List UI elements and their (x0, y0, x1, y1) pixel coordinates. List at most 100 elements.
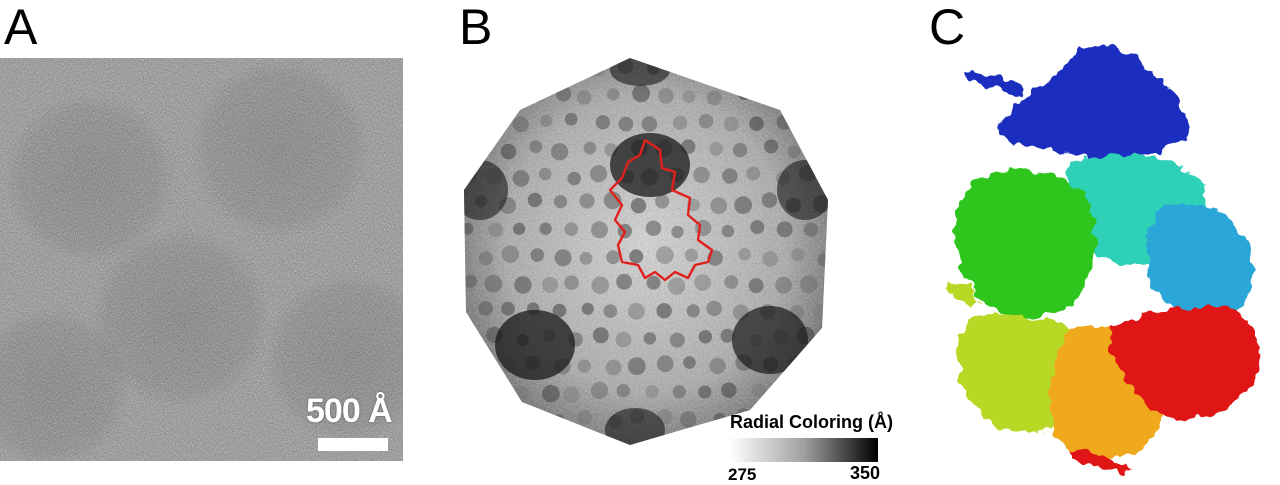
capsomer (632, 84, 650, 103)
capsomer (724, 275, 739, 289)
capsomer (616, 383, 630, 398)
capsomer (501, 245, 519, 263)
vertex-dark (610, 133, 690, 197)
capsomer (698, 113, 714, 129)
capsomer (491, 58, 506, 73)
capsomer (513, 222, 526, 235)
capsomer (799, 387, 814, 402)
subunit-image (945, 44, 1261, 476)
capsomer (645, 384, 659, 399)
vertex-dark (464, 160, 508, 220)
capsomer (684, 248, 698, 262)
capsomer (579, 252, 593, 265)
capsomer (464, 112, 477, 127)
capsomer (530, 248, 545, 262)
subunit-green (954, 169, 1095, 317)
capsomer (501, 87, 515, 101)
capsomer (603, 191, 622, 210)
capsomer (629, 249, 644, 264)
capsomer (606, 250, 620, 265)
capsomer (667, 277, 686, 295)
capsomer (815, 144, 828, 160)
capsomer (761, 192, 778, 208)
capsomer (655, 194, 670, 209)
legend-max-label: 350 (850, 463, 881, 483)
capsomer (669, 332, 685, 348)
capsomer (583, 141, 597, 155)
subunit-blue-strand (965, 71, 1025, 98)
virus-particle (0, 308, 130, 461)
capsomer (590, 63, 604, 77)
capsomer (809, 357, 827, 375)
capsomer (564, 222, 579, 236)
capsomer (513, 386, 530, 403)
capsomer (542, 384, 560, 403)
virus-particle (90, 228, 270, 408)
capsomer (581, 302, 594, 315)
capsomer (801, 116, 817, 131)
capsomer (554, 249, 572, 267)
capsomer (529, 410, 545, 426)
capsomer (539, 222, 552, 235)
capsomer (540, 114, 553, 127)
capsomer (579, 193, 595, 209)
capsomer (491, 116, 506, 131)
capsomer (577, 90, 592, 105)
capsomer (723, 116, 739, 132)
capsomer (554, 195, 568, 209)
capsomer (477, 355, 492, 370)
capsomer (746, 166, 761, 181)
capsomer (696, 59, 714, 78)
capsomer (698, 330, 712, 344)
capsomer (464, 222, 474, 235)
capsomer (672, 385, 686, 399)
capsomer (484, 274, 503, 293)
capsomer (811, 90, 827, 106)
capsomer (464, 274, 477, 288)
capsomer (607, 88, 620, 101)
panel-label-a: A (4, 0, 38, 55)
capsomer (713, 413, 727, 426)
legend-color-bar (730, 438, 878, 462)
asymmetric-unit-outline (608, 139, 714, 282)
capsomer (658, 88, 674, 104)
capsomer (787, 145, 801, 159)
capsomer (683, 356, 696, 369)
capsomer (671, 225, 684, 239)
capsomer (591, 221, 608, 239)
capsomer (567, 171, 581, 186)
virus-particle (190, 58, 370, 238)
panel-label-c: C (929, 0, 966, 55)
virus-particle (5, 93, 175, 263)
capsomer (748, 278, 764, 294)
vertex-dark (777, 160, 828, 220)
capsomer (709, 142, 723, 156)
capsomer (774, 382, 789, 398)
asymmetric-unit-model (930, 28, 1280, 478)
capsomer (501, 301, 515, 316)
capsomer (603, 304, 618, 318)
capsomer (720, 328, 735, 343)
capsomer (512, 170, 530, 187)
capsomer (464, 329, 477, 348)
capsomer (563, 386, 580, 403)
capsomer (527, 192, 543, 208)
legend-title: Radial Coloring (Å) (730, 412, 893, 432)
vertex-dark (732, 306, 808, 374)
capsomer (641, 116, 658, 132)
capsid-reconstruction (450, 50, 840, 450)
capsomer (595, 115, 611, 130)
capsomer (464, 383, 480, 399)
capsomer (748, 60, 762, 74)
capsomer (539, 58, 555, 74)
capsomer (552, 303, 567, 318)
capsomer (672, 115, 688, 130)
capsomer (478, 251, 493, 266)
capsomer (749, 116, 764, 131)
capsomer (799, 275, 818, 294)
capsomer (477, 408, 494, 425)
subunit-blue (1000, 44, 1190, 161)
capsomer (694, 274, 711, 291)
panel-label-b: B (459, 0, 493, 55)
capsomer (750, 220, 765, 235)
